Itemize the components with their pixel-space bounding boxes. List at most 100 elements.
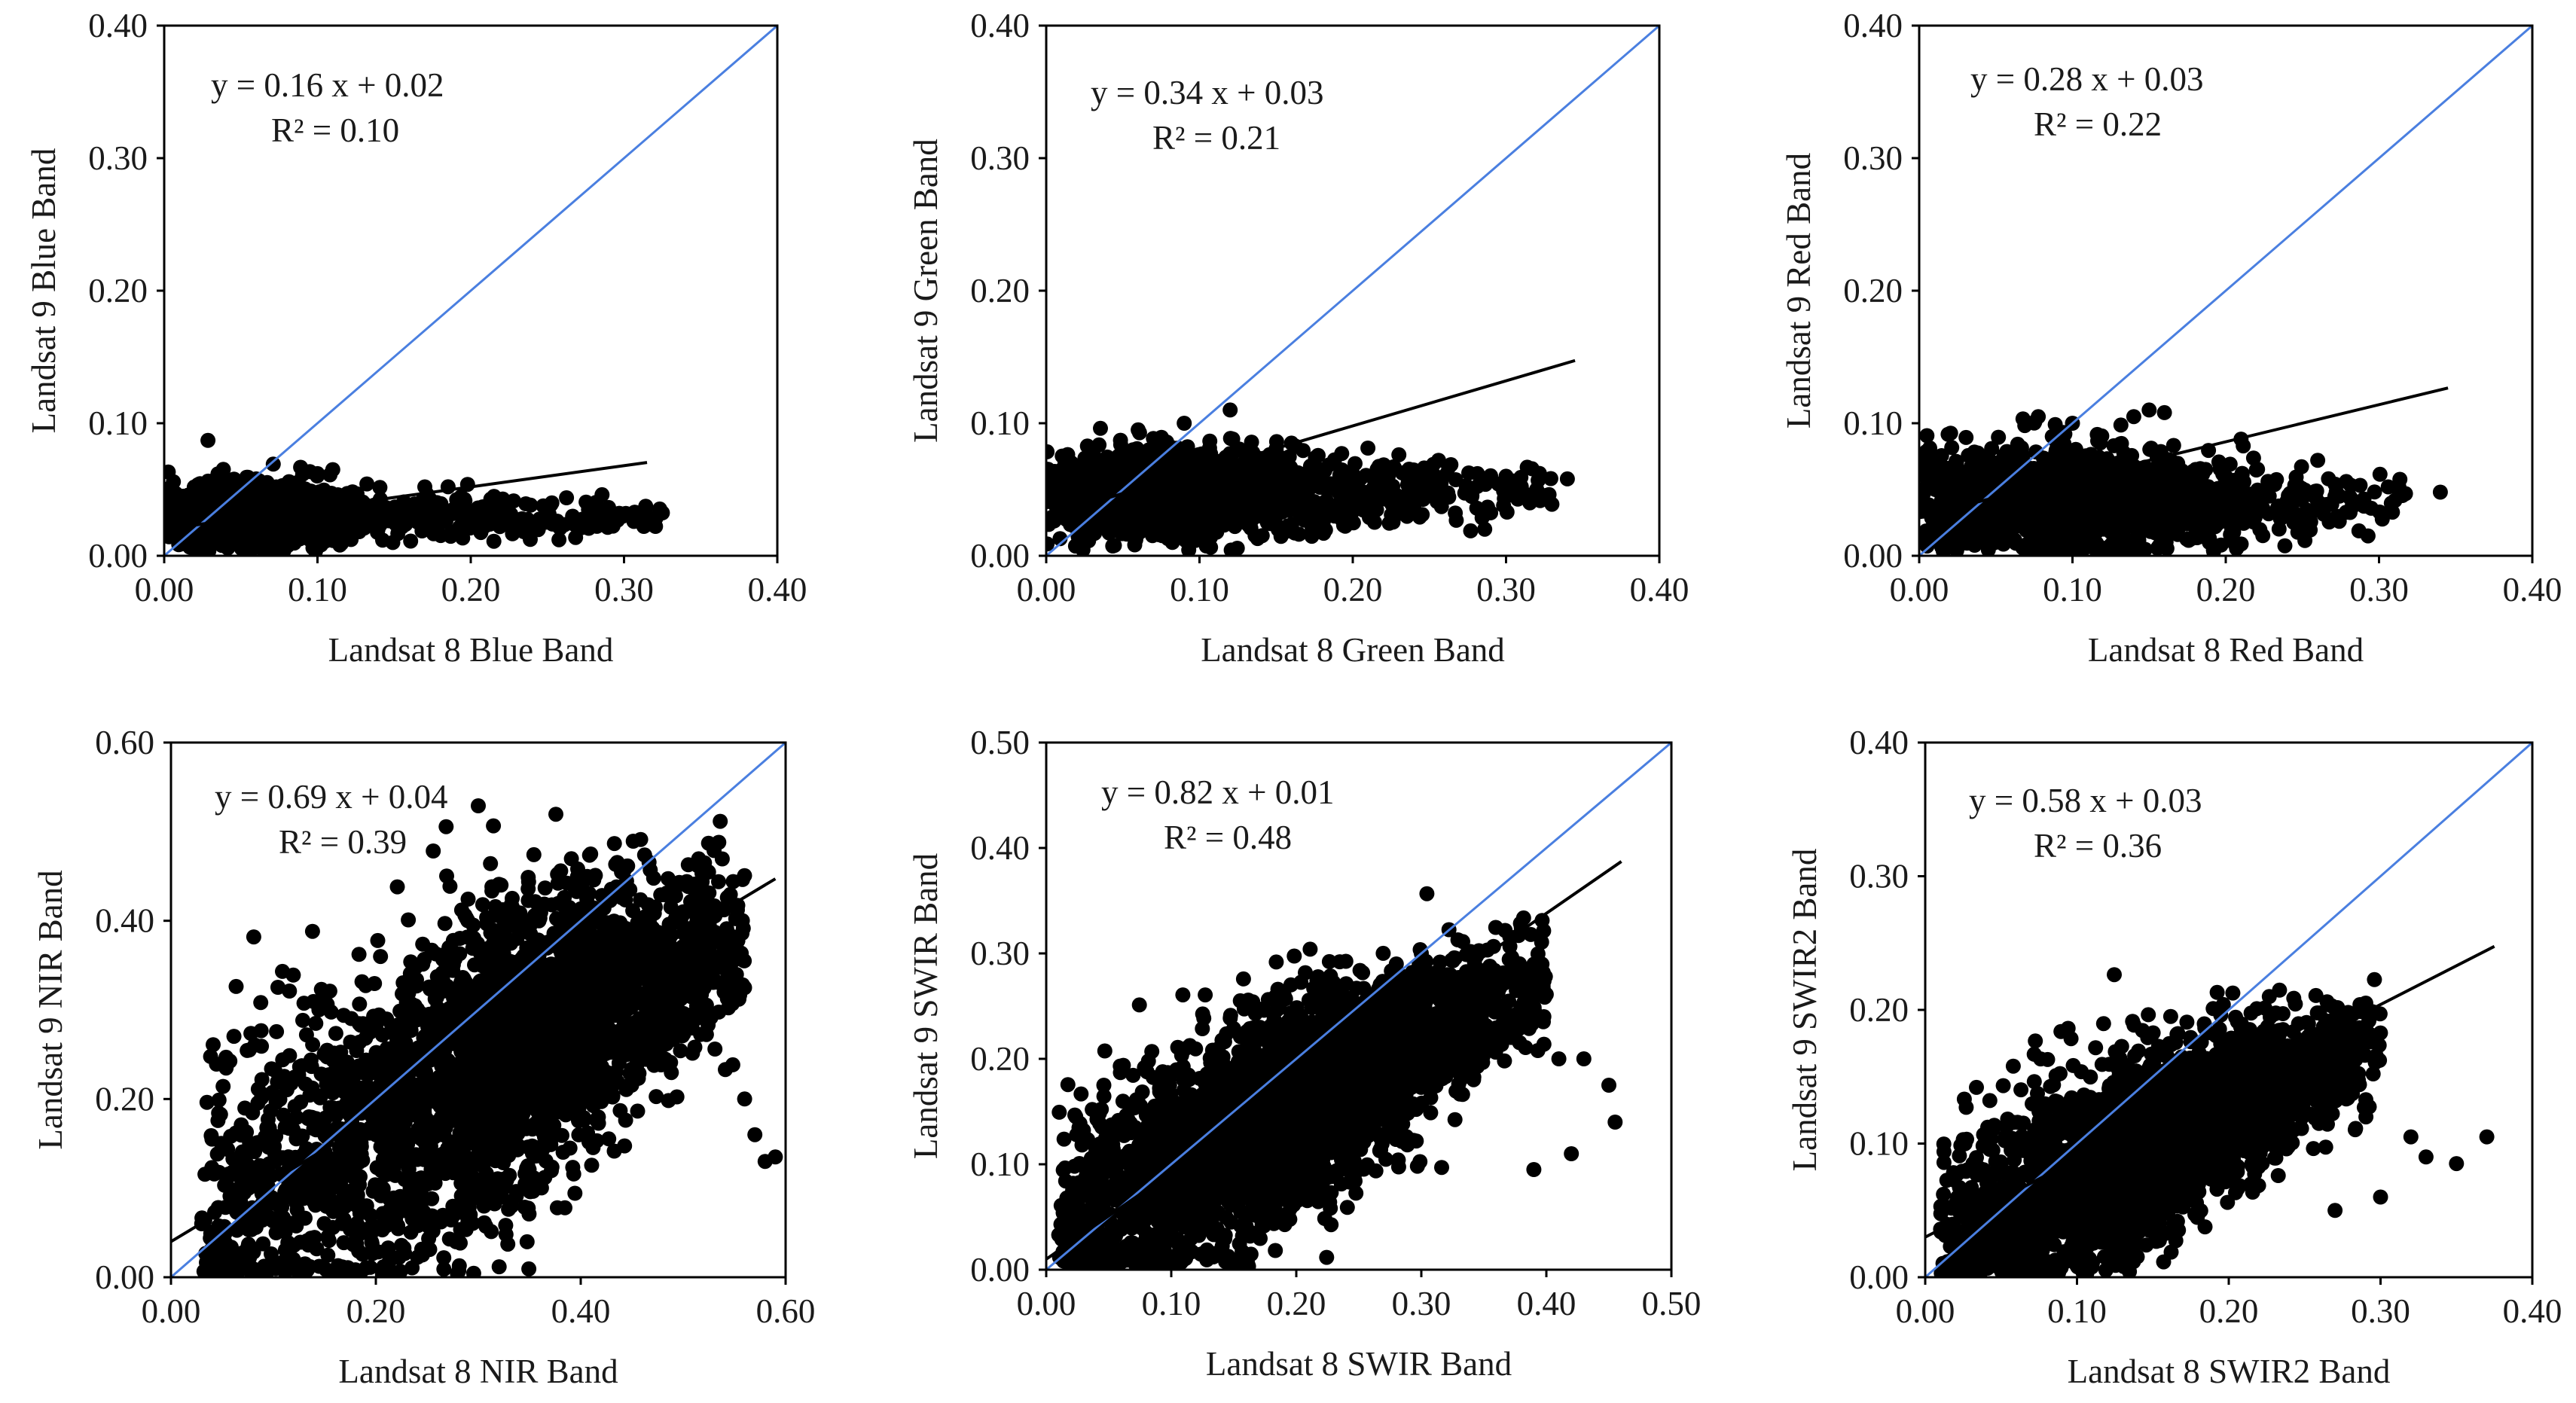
x-tick-label: 0.00	[1890, 571, 1949, 608]
data-point	[1113, 437, 1128, 453]
data-point	[2080, 526, 2096, 542]
regression-equation: y = 0.16 x + 0.02	[211, 66, 444, 104]
y-tick-label: 0.20	[970, 272, 1030, 310]
data-point	[1483, 468, 1498, 483]
data-point	[2339, 474, 2354, 490]
data-point	[353, 515, 369, 531]
outlier-point	[1529, 482, 1545, 497]
data-point	[316, 1215, 332, 1231]
data-point	[1919, 458, 1927, 474]
r-squared-label: R² = 0.10	[271, 111, 399, 149]
data-point	[1105, 538, 1121, 554]
data-point	[1335, 517, 1351, 533]
data-point	[1246, 469, 1262, 485]
data-point	[1919, 489, 1927, 505]
data-point	[2267, 477, 2282, 493]
data-point	[1499, 505, 1515, 520]
data-point	[1262, 516, 1278, 532]
data-point	[398, 517, 414, 532]
data-point	[1457, 485, 1473, 501]
data-point	[2190, 474, 2205, 490]
x-tick-label: 0.10	[1170, 571, 1229, 608]
data-point	[206, 1037, 221, 1053]
data-point	[477, 518, 493, 534]
data-point	[449, 492, 465, 508]
data-point	[253, 995, 269, 1011]
data-point	[396, 494, 412, 510]
data-point	[233, 523, 248, 538]
data-point	[1991, 455, 2007, 471]
y-tick-label: 0.30	[1843, 139, 1903, 177]
data-point	[1146, 431, 1161, 447]
data-point	[2145, 508, 2161, 524]
outlier-point	[1131, 422, 1146, 438]
data-point	[575, 511, 591, 527]
outlier-point	[325, 462, 340, 477]
y-axis-title: Landsat 9 Red Band	[1780, 153, 1818, 429]
data-point	[269, 1023, 285, 1039]
data-point	[1291, 477, 1307, 493]
data-point	[1922, 440, 1937, 456]
data-point	[1397, 488, 1413, 504]
data-point	[198, 526, 214, 541]
outlier-point	[203, 475, 218, 491]
data-point	[1998, 516, 2014, 532]
data-point	[1433, 475, 1449, 491]
data-point	[349, 486, 365, 502]
data-point	[2387, 493, 2403, 508]
data-point	[1071, 506, 1087, 522]
panel-nir: 0.00 0.20 0.40 0.600.000.200.400.60Landsat …	[32, 724, 815, 1390]
y-tick-label: 0.30	[970, 139, 1030, 177]
data-point	[308, 1015, 324, 1031]
trend-line	[1918, 386, 2449, 518]
data-point	[180, 537, 196, 553]
data-point	[1948, 508, 1964, 524]
data-point	[1077, 461, 1092, 477]
data-point	[1360, 441, 1376, 456]
data-point	[2215, 501, 2231, 517]
y-tick-label: 0.10	[88, 404, 148, 442]
outlier-point	[2156, 404, 2172, 420]
data-point	[372, 480, 388, 496]
data-point	[492, 502, 508, 518]
data-point	[2321, 514, 2337, 530]
data-point	[2044, 429, 2060, 444]
data-point	[652, 501, 667, 517]
data-point	[1149, 483, 1165, 499]
outlier-point	[2432, 484, 2448, 500]
data-point	[359, 476, 375, 492]
data-point	[2231, 493, 2247, 509]
data-point	[2028, 444, 2043, 460]
data-point	[1412, 477, 1427, 493]
data-point	[1416, 460, 1432, 476]
trend-line	[163, 461, 648, 531]
data-point	[1433, 499, 1449, 514]
data-point	[1974, 472, 1990, 487]
data-point	[1283, 459, 1299, 475]
data-point	[1202, 433, 1218, 449]
data-point	[1286, 494, 1302, 510]
outlier-point	[249, 471, 264, 486]
data-point	[2026, 461, 2042, 476]
data-point	[1167, 514, 1183, 530]
x-tick-label: 0.30	[1476, 571, 1536, 608]
data-point	[340, 522, 356, 538]
data-point	[221, 495, 237, 511]
data-point	[1093, 420, 1108, 436]
data-point	[2111, 536, 2126, 552]
data-point	[1186, 519, 1201, 535]
x-tick-label: 0.40	[1630, 571, 1689, 608]
data-point	[1135, 511, 1151, 527]
y-tick-label: 0.40	[1843, 7, 1903, 44]
x-axis-title: Landsat 8 Red Band	[2088, 631, 2364, 669]
data-point	[415, 492, 431, 508]
x-tick-label: 0.40	[2503, 571, 2562, 608]
x-tick-label: 0.10	[288, 571, 347, 608]
data-point	[2380, 479, 2396, 495]
data-point	[426, 843, 441, 859]
x-tick-label: 0.20	[2196, 571, 2256, 608]
data-point	[1103, 516, 1119, 532]
data-point	[166, 511, 182, 527]
data-point	[246, 483, 261, 499]
